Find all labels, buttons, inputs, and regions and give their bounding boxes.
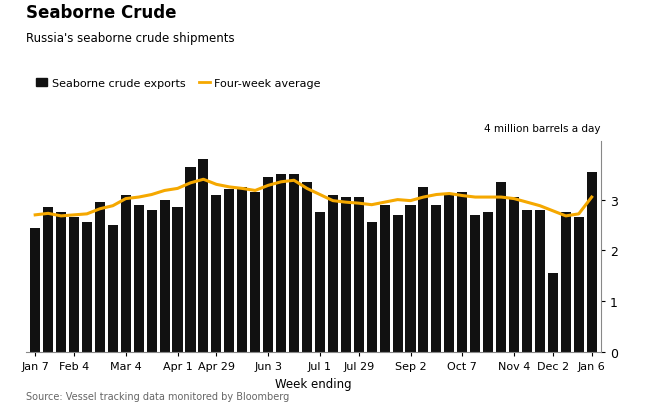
Text: Source: Vessel tracking data monitored by Bloomberg: Source: Vessel tracking data monitored b… <box>26 391 289 401</box>
Bar <box>82 223 92 352</box>
Bar <box>419 188 428 352</box>
Bar <box>69 218 79 352</box>
Bar <box>586 172 597 352</box>
Bar <box>483 213 493 352</box>
Bar <box>341 198 351 352</box>
Bar <box>535 210 545 352</box>
Bar <box>496 182 506 352</box>
Text: Russia's seaborne crude shipments: Russia's seaborne crude shipments <box>26 32 234 45</box>
Bar <box>548 274 558 352</box>
Bar <box>366 223 377 352</box>
Bar <box>30 228 40 352</box>
Bar <box>172 208 183 352</box>
Bar <box>432 205 441 352</box>
Bar <box>522 210 532 352</box>
Bar <box>121 195 131 352</box>
Bar <box>212 195 221 352</box>
Bar <box>263 177 273 352</box>
Bar <box>289 175 299 352</box>
Bar <box>457 192 468 352</box>
Bar <box>43 208 53 352</box>
Bar <box>159 200 170 352</box>
Bar <box>185 167 195 352</box>
Bar <box>561 213 571 352</box>
Bar <box>276 175 286 352</box>
Bar <box>354 198 364 352</box>
Text: Seaborne Crude: Seaborne Crude <box>26 4 176 22</box>
Bar <box>315 213 325 352</box>
Bar <box>444 195 454 352</box>
Bar <box>509 198 519 352</box>
Bar <box>250 192 261 352</box>
Bar <box>574 218 584 352</box>
Bar <box>328 195 338 352</box>
Bar <box>56 213 66 352</box>
Bar <box>134 205 144 352</box>
Bar <box>237 188 247 352</box>
Bar <box>392 215 403 352</box>
Bar <box>379 205 390 352</box>
Bar <box>147 210 157 352</box>
Bar <box>406 205 415 352</box>
Bar <box>199 160 208 352</box>
Text: 4 million barrels a day: 4 million barrels a day <box>485 124 601 134</box>
Bar <box>108 226 118 352</box>
Bar <box>302 182 312 352</box>
Legend: Seaborne crude exports, Four-week average: Seaborne crude exports, Four-week averag… <box>32 75 325 93</box>
X-axis label: Week ending: Week ending <box>275 377 352 390</box>
Bar <box>470 215 480 352</box>
Bar <box>224 190 234 352</box>
Bar <box>95 202 105 352</box>
